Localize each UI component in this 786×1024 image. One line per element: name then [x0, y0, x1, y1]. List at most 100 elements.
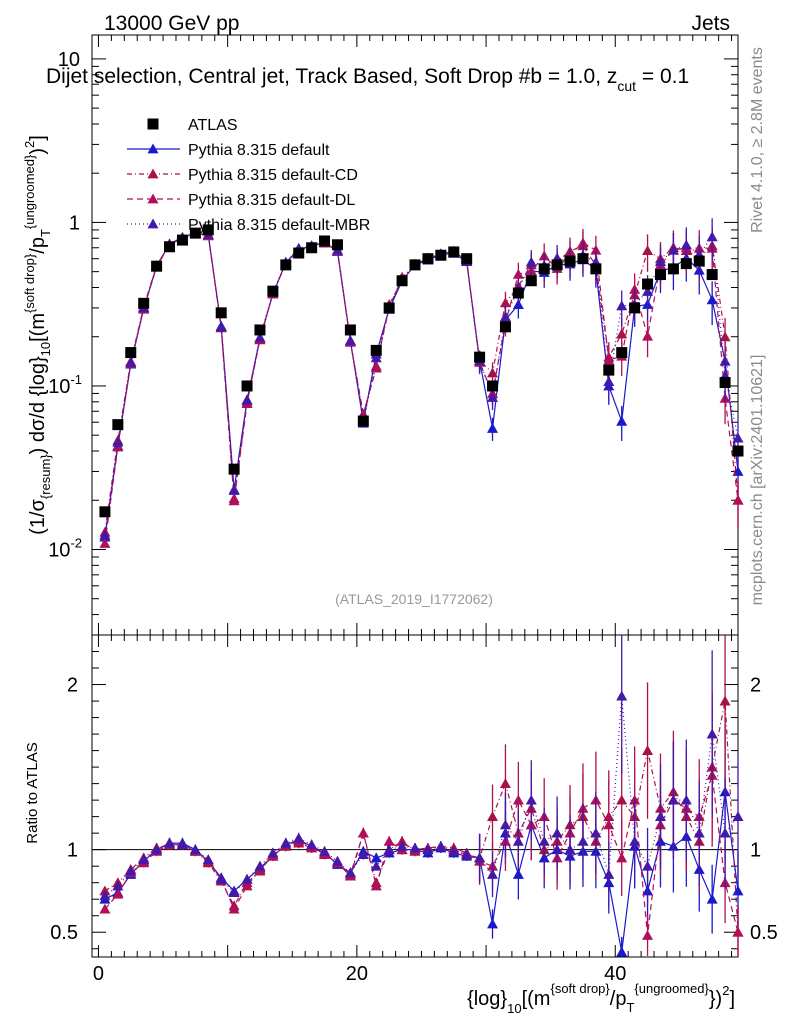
series-3-main	[99, 218, 744, 540]
series-line	[104, 232, 739, 536]
data-point	[306, 242, 318, 254]
mc-point	[719, 331, 731, 342]
data-point	[319, 235, 331, 247]
ratio-tick-label: 1	[67, 840, 78, 862]
legend-marker	[147, 193, 159, 204]
ratio-point	[357, 849, 369, 860]
ratio-point	[228, 903, 240, 914]
data-point	[125, 347, 137, 359]
data-point	[551, 259, 563, 271]
ratio-point	[396, 840, 408, 851]
main-series-layer	[99, 218, 744, 548]
data-point	[331, 239, 343, 251]
mc-point	[642, 245, 654, 256]
mc-point	[512, 268, 524, 279]
ratio-point	[151, 844, 163, 855]
mc-point	[370, 362, 382, 373]
ratio-point	[642, 860, 654, 871]
energy-label: 13000 GeV pp	[104, 12, 239, 35]
ratio-point	[564, 844, 576, 855]
ratio-y-axis-label: Ratio to ATLAS	[24, 742, 41, 843]
ratio-point	[732, 926, 744, 937]
ratio-point	[370, 880, 382, 891]
legend-label: Pythia 8.315 default	[188, 142, 330, 159]
ratio-tick-label: 0.5	[50, 922, 78, 944]
data-point	[719, 376, 731, 388]
ratio-point	[603, 868, 615, 879]
data-point	[693, 255, 705, 267]
ratio-point	[706, 728, 718, 739]
data-point	[667, 263, 679, 275]
ratio-point	[370, 860, 382, 871]
analysis-id: (ATLAS_2019_I1772062)	[335, 591, 493, 607]
data-point	[499, 321, 511, 333]
mc-point	[706, 231, 718, 242]
data-point	[474, 351, 486, 363]
series-1-main	[99, 227, 744, 537]
ratio-point	[319, 845, 331, 856]
legend-label: ATLAS	[188, 117, 238, 134]
ratio-point	[267, 847, 279, 858]
ratio-point	[616, 852, 628, 863]
ratio-point	[499, 778, 511, 789]
mc-point	[680, 239, 692, 250]
mc-point	[487, 367, 499, 378]
mc-point	[125, 356, 137, 367]
legend-entry: Pythia 8.315 default	[127, 142, 330, 159]
subtitle-cut: cut	[617, 78, 636, 94]
data-point	[680, 258, 692, 270]
mc-point	[525, 256, 537, 267]
data-point	[512, 287, 524, 299]
ratio-point	[603, 819, 615, 830]
data-point	[525, 275, 537, 287]
data-point	[254, 324, 266, 336]
data-point	[564, 255, 576, 267]
ratio-point	[706, 893, 718, 904]
mc-point	[487, 422, 499, 433]
ratio-point	[487, 868, 499, 879]
data-point	[267, 285, 279, 297]
mc-point	[616, 415, 628, 426]
data-point	[151, 260, 163, 272]
ratio-point	[577, 835, 589, 846]
data-point	[189, 227, 201, 239]
ratio-point	[719, 695, 731, 706]
mc-point	[487, 392, 499, 402]
series-line	[104, 233, 739, 533]
ratio-point	[512, 835, 524, 846]
process-label: Jets	[691, 12, 730, 35]
ratio-point	[293, 832, 305, 843]
ratio-point	[176, 839, 188, 850]
data-point	[112, 419, 124, 431]
legend-marker	[147, 118, 159, 130]
ratio-point	[202, 854, 214, 864]
ratio-point	[435, 840, 447, 851]
data-point	[590, 263, 602, 275]
ratio-point	[629, 835, 641, 846]
x-tick-label: 40	[604, 963, 626, 985]
mc-point	[706, 294, 718, 305]
ratio-point	[732, 885, 744, 896]
data-point	[435, 249, 447, 261]
data-point	[164, 241, 176, 253]
mc-point	[228, 485, 240, 495]
ratio-point	[331, 855, 343, 866]
data-point	[383, 302, 395, 314]
mc-point	[215, 321, 227, 332]
ratio-point	[241, 873, 253, 884]
ratio-point	[487, 811, 499, 822]
mc-point	[616, 300, 628, 311]
ratio-point	[512, 868, 524, 879]
legend-entry: Pythia 8.315 default-DL	[127, 192, 355, 209]
ratio-point	[254, 860, 266, 871]
data-point	[448, 246, 460, 258]
ratio-point	[215, 873, 227, 884]
ratio-point	[551, 827, 563, 838]
y-tick-label: 1	[69, 212, 80, 234]
ratio-point	[680, 794, 692, 805]
ratio-point	[228, 887, 240, 897]
data-point	[409, 259, 421, 271]
ratio-point	[590, 827, 602, 838]
ratio-series-line	[104, 696, 739, 897]
